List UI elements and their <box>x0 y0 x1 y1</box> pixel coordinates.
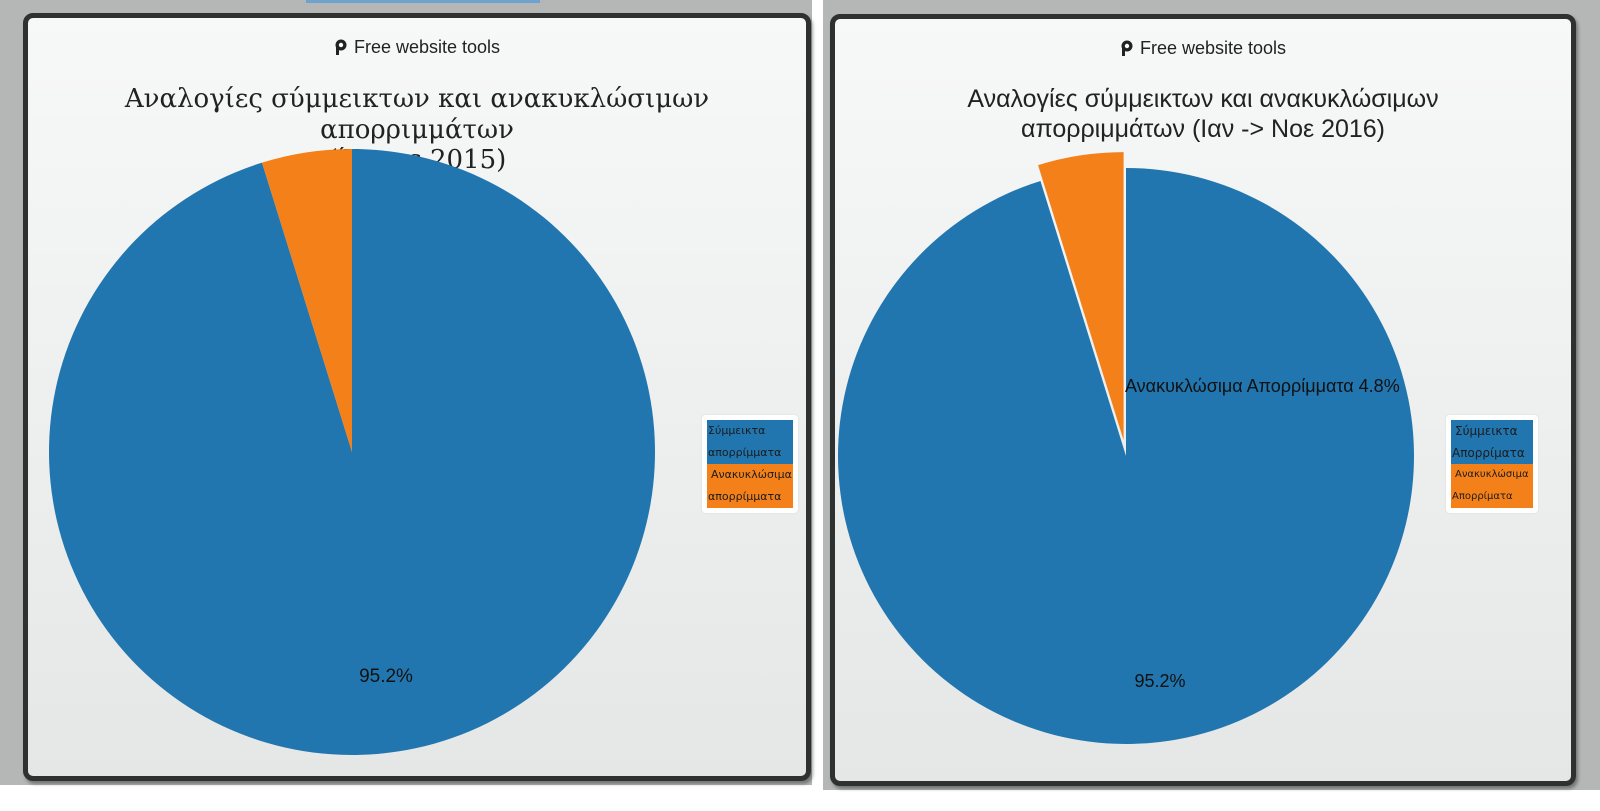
chart-title-line-2: απορριμμάτων (Ιαν -> Νοε 2016) <box>1020 114 1386 143</box>
pie-slice[interactable] <box>48 149 655 756</box>
legend-item-mixed[interactable]: Σύμμεικτα απορρίμματα <box>707 420 793 464</box>
credit[interactable]: Free website tools <box>835 38 1571 59</box>
slice-data-label: Ανακυκλώσιμα Απορρίμματα 4.8% <box>1125 376 1400 396</box>
chart-title-line-1: Αναλογίες σύμμεικτων και ανακυκλώσιμων <box>967 85 1439 113</box>
pie-slice[interactable] <box>1038 152 1124 441</box>
chart-panel-2016: Free website tools Αναλογίες σύμμεικτων … <box>830 14 1576 786</box>
credit-text: Free website tools <box>1139 38 1287 58</box>
legend-label: Σύμμεικτα <box>1455 424 1518 438</box>
legend-label: Σύμμεικτα <box>708 424 766 437</box>
slice-data-label: 95.2% <box>1134 671 1185 691</box>
legend-label: Απορρίματα <box>1452 491 1513 502</box>
legend-label: Ανακυκλώσιμα <box>711 468 792 481</box>
legend: Σύμμεικτα απορρίμματα Ανακυκλώσιμα απορρ… <box>702 415 798 513</box>
chart-title-line-1: Αναλογίες σύμμεικτων και ανακυκλώσιμων α… <box>124 84 710 145</box>
legend-label: απορρίμματα <box>708 490 782 503</box>
accent-bar <box>306 0 540 3</box>
legend-label: απορρίμματα <box>708 446 782 459</box>
legend: Σύμμεικτα Απορρίματα Ανακυκλώσιμα Απορρί… <box>1446 415 1538 513</box>
pie-slice[interactable] <box>838 168 1414 744</box>
credit-text: Free website tools <box>353 37 501 57</box>
pie-chart: 95.2% <box>48 149 655 756</box>
legend-label: Ανακυκλώσιμα <box>1455 469 1529 480</box>
chart-panel-2015: Free website tools Αναλογίες σύμμεικτων … <box>23 13 811 781</box>
legend-item-recyclable[interactable]: Ανακυκλώσιμα απορρίμματα <box>707 464 793 508</box>
legend-item-recyclable[interactable]: Ανακυκλώσιμα Απορρίματα <box>1451 464 1533 508</box>
pie-slice[interactable] <box>261 149 352 452</box>
slice-data-label: 95.2% <box>359 666 413 687</box>
pie-chart: 95.2% Ανακυκλώσιμα Απορρίμματα 4.8% <box>838 152 1414 744</box>
legend-item-mixed[interactable]: Σύμμεικτα Απορρίματα <box>1451 420 1533 464</box>
tools-logo-icon <box>1120 40 1135 56</box>
chart-title: Αναλογίες σύμμεικτων και ανακυκλώσιμων α… <box>835 85 1571 144</box>
legend-label: Απορρίματα <box>1452 446 1525 460</box>
tools-logo-icon <box>334 39 349 55</box>
credit[interactable]: Free website tools <box>28 37 806 58</box>
